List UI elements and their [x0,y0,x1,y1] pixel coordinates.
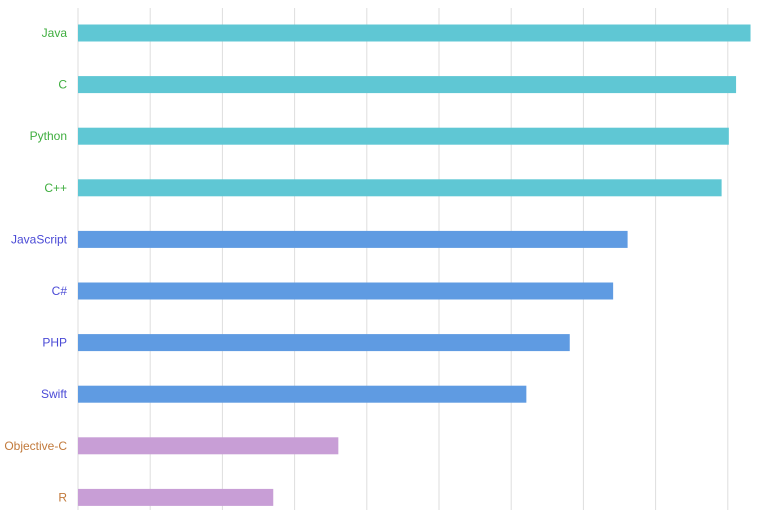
category-label: Python [30,129,67,143]
category-labels: Java C Python C++ JavaScript C# PHP Swift Object… [4,26,67,504]
category-label: Objective-C [4,439,67,453]
category-label: R [58,490,67,504]
category-label: JavaScript [11,232,68,246]
bar-php [78,334,570,352]
category-label: C++ [44,181,67,195]
bar-c- [78,282,614,300]
category-label: PHP [42,336,67,350]
bar-c- [78,179,722,197]
category-label: C# [52,284,68,298]
bar-javascript [78,230,628,248]
bars [78,24,751,506]
bar-r [78,488,274,506]
category-label: Java [42,26,68,40]
category-label: C [58,78,67,92]
bar-java [78,24,751,42]
category-label: Swift [41,387,68,401]
bar-python [78,127,729,145]
bar-swift [78,385,527,403]
bar-objective-c [78,437,339,455]
bar-c [78,76,737,94]
